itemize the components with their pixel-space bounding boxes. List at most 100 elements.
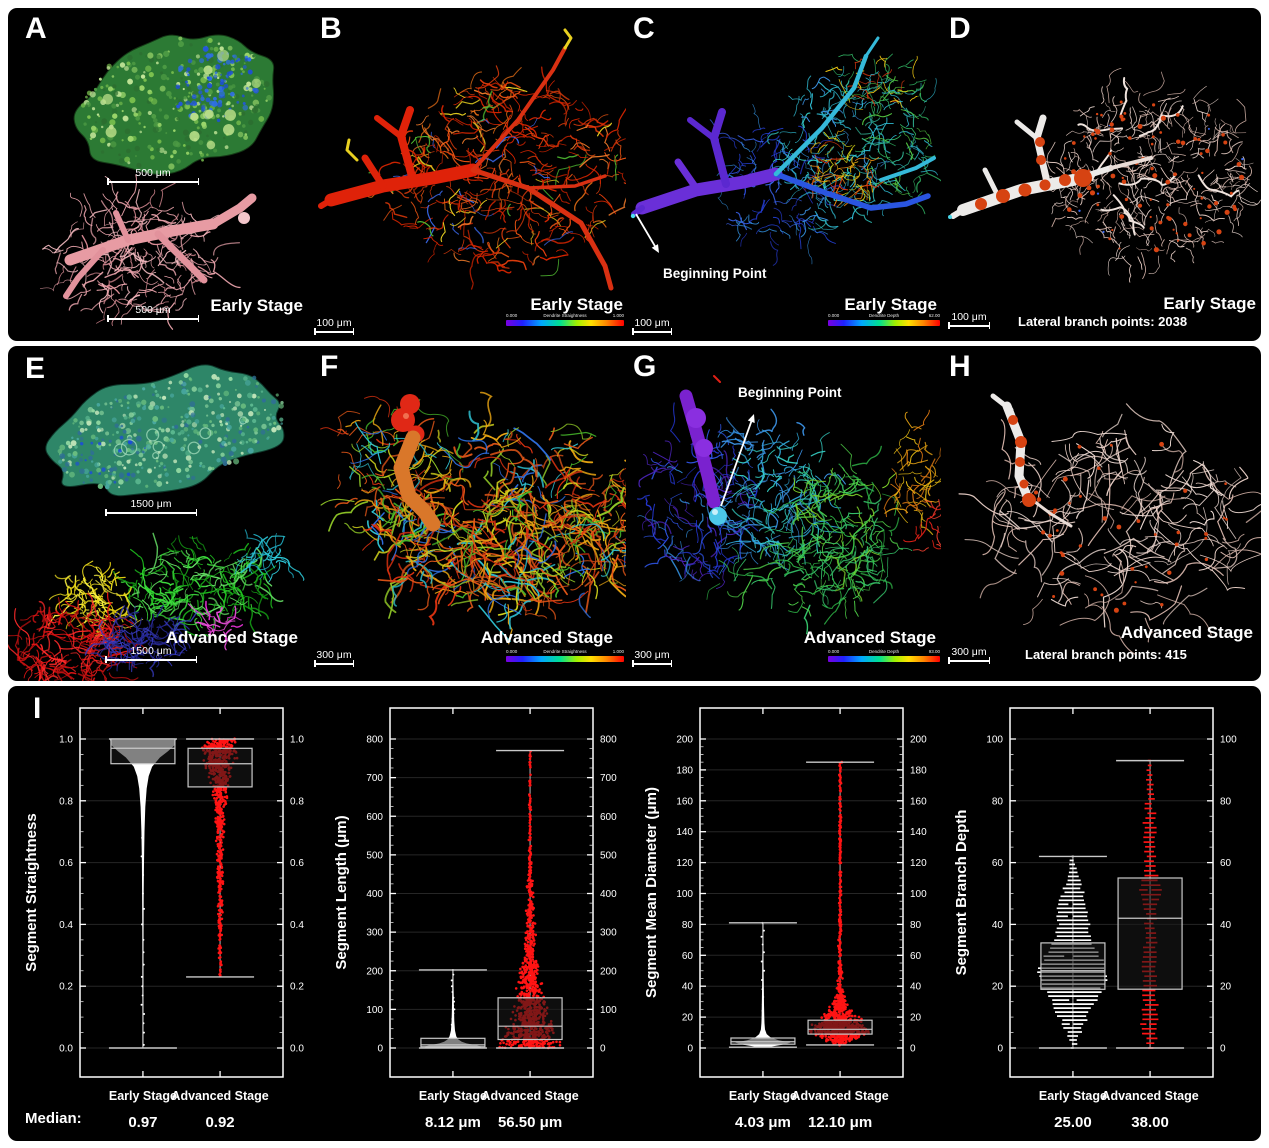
scale-bar-line: [107, 315, 199, 322]
svg-text:0.2: 0.2: [290, 982, 304, 993]
svg-text:1.0: 1.0: [290, 735, 304, 746]
scale-bar-line: [948, 322, 990, 329]
panel-letter-F: F: [320, 350, 339, 383]
color-scale-bar: 0.000 Dendrite Straightness 1.000: [506, 313, 624, 326]
panel-letter-D: D: [949, 12, 971, 45]
tissue-volume-and-vessel-render-early: [39, 34, 275, 330]
svg-text:12.10 μm: 12.10 μm: [808, 1114, 872, 1131]
color-scale-bar: 0.000 Dendrite Depth 93.00: [828, 649, 940, 662]
svg-text:Early Stage: Early Stage: [1039, 1089, 1107, 1103]
svg-text:0: 0: [1220, 1044, 1226, 1055]
colorbar-min: 0.000: [828, 649, 840, 654]
svg-text:200: 200: [910, 735, 927, 746]
scale-bar: 1500 μm: [105, 498, 197, 516]
colorbar-min: 0.000: [506, 649, 518, 654]
stage-caption: Advanced Stage: [480, 628, 613, 647]
svg-text:Advanced Stage: Advanced Stage: [791, 1089, 888, 1103]
svg-text:60: 60: [992, 858, 1004, 869]
lateral-branch-points-count: Lateral branch points: 2038: [1018, 314, 1188, 329]
scale-bar-label: 300 μm: [316, 649, 352, 661]
scale-bar-label: 500 μm: [135, 304, 171, 316]
svg-text:80: 80: [910, 920, 922, 931]
colorbar-gradient: [828, 655, 940, 662]
scale-bar-label: 1500 μm: [130, 645, 172, 657]
scale-bar: 100 μm: [632, 317, 672, 335]
vessel-filament-render-advanced: [320, 391, 626, 645]
svg-text:Segment Branch Depth: Segment Branch Depth: [953, 810, 970, 976]
svg-text:140: 140: [676, 827, 693, 838]
svg-text:0.6: 0.6: [290, 858, 304, 869]
svg-text:8.12 μm: 8.12 μm: [425, 1114, 481, 1131]
svg-text:0: 0: [377, 1044, 383, 1055]
svg-text:100: 100: [600, 1005, 617, 1016]
svg-text:20: 20: [1220, 982, 1232, 993]
colorbar-gradient: [506, 319, 624, 326]
colorbar-min: 0.000: [828, 313, 840, 318]
svg-text:500: 500: [366, 850, 383, 861]
scale-bar-label: 500 μm: [135, 167, 171, 179]
scale-bar-line: [948, 657, 990, 664]
svg-text:20: 20: [992, 982, 1004, 993]
scale-bar-label: 100 μm: [951, 311, 987, 323]
scale-bar-line: [632, 660, 672, 667]
svg-text:80: 80: [1220, 796, 1232, 807]
svg-text:40: 40: [682, 982, 694, 993]
svg-text:0: 0: [997, 1044, 1003, 1055]
svg-text:20: 20: [910, 1013, 922, 1024]
svg-text:Segment Straightness: Segment Straightness: [23, 813, 40, 971]
plot-segment-branch-depth: Early Stage 25.00 Advanced Stage 38.00 0 0 20 2…: [953, 707, 1237, 1131]
svg-text:120: 120: [910, 858, 927, 869]
stage-caption: Early Stage: [530, 295, 623, 314]
svg-text:160: 160: [910, 796, 927, 807]
figure-panel-H: H Advanced Stage Lateral branch points: …: [941, 346, 1261, 681]
scale-bar: 500 μm: [107, 304, 199, 322]
colorbar-max: 93.00: [928, 649, 940, 654]
svg-text:Early Stage: Early Stage: [419, 1089, 487, 1103]
svg-text:1.0: 1.0: [59, 735, 73, 746]
scale-bar: 100 μm: [314, 318, 354, 335]
svg-text:0: 0: [687, 1044, 693, 1055]
svg-text:100: 100: [366, 1005, 383, 1016]
svg-text:200: 200: [600, 966, 617, 977]
svg-text:100: 100: [676, 889, 693, 900]
svg-text:0.8: 0.8: [290, 796, 304, 807]
colorbar-min: 0.000: [506, 313, 518, 318]
colorbar-gradient: [506, 655, 624, 662]
scale-bar: 300 μm: [948, 647, 990, 664]
branch-points-render-advanced: [958, 393, 1261, 655]
svg-text:180: 180: [676, 765, 693, 776]
colorbar-max: 1.000: [612, 313, 624, 318]
svg-text:0.0: 0.0: [290, 1044, 304, 1055]
panel-letter-E: E: [25, 352, 46, 385]
branch-points-render-early: [948, 67, 1261, 283]
panel-letter-B: B: [320, 12, 342, 45]
statistics-row: I Median: Early Stage 0.97 Advanced Stage 0…: [8, 686, 1261, 1141]
svg-text:Segment Length (μm): Segment Length (μm): [333, 815, 350, 969]
figure-panel-A: A 500 μm Early Stage 500 μm: [8, 8, 313, 341]
svg-text:140: 140: [910, 827, 927, 838]
stage-caption: Advanced Stage: [165, 628, 298, 647]
svg-text:0: 0: [910, 1044, 916, 1055]
figure-panel-E: E 1500 μm Advanced Stage 1500 μm: [8, 346, 313, 681]
svg-text:Advanced Stage: Advanced Stage: [171, 1089, 268, 1103]
scale-bar-label: 1500 μm: [130, 498, 172, 510]
svg-text:4.03 μm: 4.03 μm: [735, 1114, 791, 1131]
svg-text:0.92: 0.92: [205, 1114, 234, 1131]
svg-text:Early Stage: Early Stage: [109, 1089, 177, 1103]
scale-bar-line: [314, 328, 354, 335]
svg-text:180: 180: [910, 765, 927, 776]
figure-panel-G: G Beginning Point Advanced Stage 300 μm …: [626, 346, 941, 681]
svg-text:60: 60: [1220, 858, 1232, 869]
svg-text:60: 60: [910, 951, 922, 962]
scale-bar: 500 μm: [107, 167, 199, 185]
svg-text:40: 40: [992, 920, 1004, 931]
advanced-stage-row: E 1500 μm Advanced Stage 1500 μm F Advan…: [8, 346, 1261, 681]
svg-text:80: 80: [992, 796, 1004, 807]
svg-text:20: 20: [682, 1013, 694, 1024]
scale-bar-label: 100 μm: [634, 317, 670, 329]
scale-bar-line: [314, 660, 354, 667]
figure-panel-B: B Early Stage 100 μm 0.000 Dendrite Stra…: [313, 8, 626, 341]
svg-text:700: 700: [600, 773, 617, 784]
